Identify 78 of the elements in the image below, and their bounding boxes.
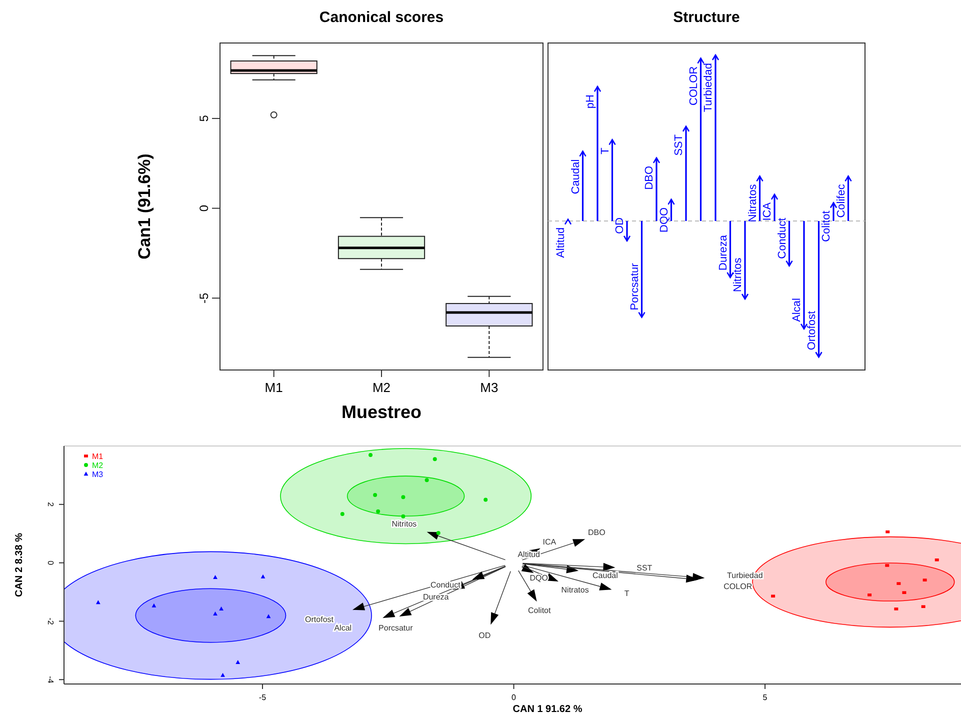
chart-title: Structure (673, 9, 740, 26)
annotation: Nitritos (392, 520, 417, 529)
x-tick-label: 0 (512, 693, 517, 702)
point (401, 514, 406, 518)
point (436, 531, 440, 536)
x-tick-label: M3 (480, 380, 498, 395)
chart-title: Canonical scores (319, 9, 444, 26)
point (432, 457, 437, 462)
point (921, 605, 926, 608)
point (220, 672, 225, 677)
point (922, 578, 927, 582)
annotation: Ortofost (305, 614, 334, 624)
annotation: OD (478, 630, 491, 640)
annotation: Caudal (592, 570, 618, 580)
y-tick-label: -5 (197, 292, 211, 304)
point (96, 600, 100, 604)
x-tick-label: Dureza (717, 234, 730, 270)
legend-label: M3 (92, 470, 104, 479)
point (771, 594, 776, 598)
x-tick-label: Nitratos (746, 184, 759, 222)
x-axis-title: CAN 1 91.62 % (512, 704, 582, 714)
x-tick-label: OD (614, 217, 626, 234)
point (152, 603, 156, 608)
point (902, 591, 906, 594)
annotation: COLOR (724, 582, 752, 592)
legend-label: M1 (92, 452, 104, 461)
x-tick-label: Colitot (820, 210, 832, 242)
annotation: Porcsatur (378, 624, 414, 633)
y-tick-label: -2 (46, 618, 55, 626)
point (373, 493, 378, 498)
point (213, 575, 218, 580)
y-axis-title: CAN 2 8.38 % (14, 532, 25, 597)
point (376, 509, 380, 514)
annotation: SST (636, 563, 652, 572)
legend-label: M2 (92, 461, 104, 470)
x-tick-label: Turbiedad (702, 63, 714, 112)
x-tick-label: M1 (264, 380, 283, 395)
point (401, 495, 406, 500)
y-axis-title: Can1 (91.6%) (135, 154, 154, 260)
point (213, 612, 218, 616)
x-tick-label: Alcal (791, 298, 803, 322)
annotation: T (624, 589, 630, 598)
x-tick-label: Caudal (570, 159, 582, 194)
point (894, 608, 898, 610)
point (484, 498, 488, 502)
annotation: Nitratos (561, 586, 589, 595)
x-tick-label: M2 (372, 380, 391, 395)
point (368, 453, 373, 458)
x-tick-label: Conduct (776, 218, 788, 259)
point (236, 660, 240, 664)
x-axis-title: Muestreo (341, 402, 422, 422)
point (266, 614, 271, 618)
y-tick-label: 0 (46, 560, 55, 566)
x-tick-label: Porcsatur (628, 262, 641, 310)
point (219, 606, 224, 611)
x-tick-label: Colifec (835, 184, 848, 218)
point (886, 530, 890, 534)
annotation: Colitot (528, 606, 552, 615)
point (260, 574, 266, 578)
x-tick-label: ICA (762, 202, 774, 221)
point (896, 582, 901, 585)
point (340, 512, 344, 516)
x-tick-label: DQO (658, 206, 670, 232)
point (868, 594, 872, 596)
y-tick-label: -4 (46, 676, 55, 684)
x-tick-label: 5 (762, 693, 768, 702)
x-tick-label: pH (584, 94, 596, 109)
point (885, 564, 890, 567)
x-tick-label: -5 (258, 693, 267, 702)
x-tick-label: Altitud (555, 227, 567, 258)
point (424, 478, 429, 482)
x-tick-label: COLOR (688, 66, 700, 106)
annotation: DBO (588, 528, 606, 538)
annotation: ICA (542, 537, 557, 546)
y-tick-label: 2 (46, 502, 55, 508)
y-tick-label: 5 (197, 114, 211, 122)
point (934, 558, 939, 562)
annotation: Alcal (334, 624, 352, 633)
